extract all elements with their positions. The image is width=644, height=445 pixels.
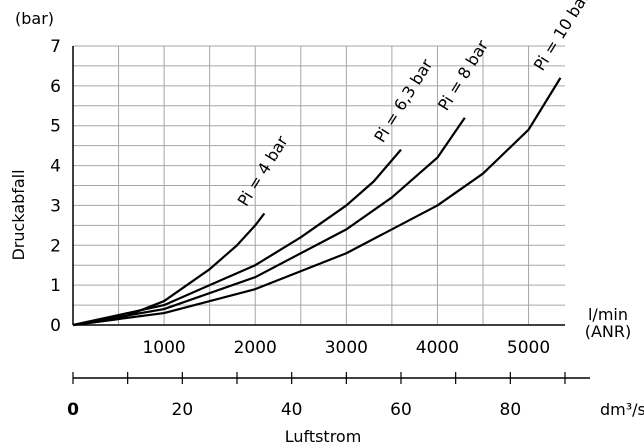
x-axis-unit-line2: (ANR) [585, 322, 632, 341]
x-axis-primary-ticks: 1000 2000 3000 4000 5000 [142, 338, 550, 358]
series-label: Pi = 4 bar [234, 132, 292, 210]
x-tick-label-secondary: 0 [67, 400, 79, 420]
x-axis-unit-line1: l/min [588, 305, 628, 324]
x-tick-label-primary: 1000 [142, 338, 185, 358]
series-label: Pi = 8 bar [434, 36, 492, 114]
x-tick-label-secondary: 60 [390, 400, 412, 420]
grid [72, 45, 565, 326]
series-lines [72, 77, 562, 327]
y-tick-label: 6 [50, 77, 61, 97]
x-axis-secondary-ticks: 0 20 40 60 80 [67, 372, 590, 420]
x-tick-label-secondary: 40 [281, 400, 303, 420]
y-tick-label: 7 [50, 37, 61, 57]
x-tick-label-secondary: 80 [500, 400, 522, 420]
y-axis-label: Druckabfall [9, 169, 28, 260]
y-tick-label: 4 [50, 157, 61, 177]
y-tick-label: 5 [50, 117, 61, 137]
y-axis-ticks: 0 1 2 3 4 5 6 7 [50, 37, 61, 336]
series-line [72, 148, 402, 327]
x-tick-label-primary: 5000 [507, 338, 550, 358]
series-line [72, 77, 562, 327]
x-tick-label-secondary: 20 [172, 400, 194, 420]
y-tick-label: 2 [50, 236, 61, 256]
x-tick-label-primary: 3000 [325, 338, 368, 358]
x-tick-label-primary: 4000 [416, 338, 459, 358]
series-label: Pi = 10 bar [530, 0, 594, 74]
series-label: Pi = 6,3 bar [370, 55, 436, 145]
y-tick-label: 0 [50, 316, 61, 336]
x-axis-label: Luftstrom [285, 427, 362, 445]
series-line [72, 117, 466, 327]
x-tick-label-primary: 2000 [234, 338, 277, 358]
y-tick-label: 3 [50, 196, 61, 216]
x-axis-secondary-unit: dm³/s [600, 400, 644, 419]
y-axis-unit: (bar) [15, 9, 54, 28]
y-tick-label: 1 [50, 276, 61, 296]
